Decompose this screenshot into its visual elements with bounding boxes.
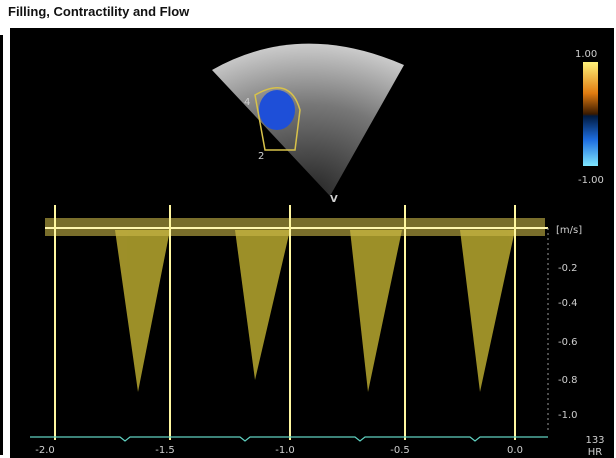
- time-tick: -0.5: [390, 445, 410, 456]
- velocity-tick: -0.8: [558, 375, 578, 386]
- page: Filling, Contractility and Flow 1.00 -1.…: [0, 0, 616, 458]
- scale-bottom: -1.00: [578, 175, 604, 186]
- echo-image: 1.00 -1.00 4 2 V [m/s] 133 HR -0.2 -0.4 -0…: [0, 0, 616, 458]
- time-tick: -2.0: [35, 445, 55, 456]
- velocity-tick: -1.0: [558, 410, 578, 421]
- sector-label: 2: [258, 151, 264, 162]
- velocity-tick: -0.2: [558, 263, 578, 274]
- scale-top: 1.00: [575, 49, 597, 60]
- time-tick: -1.5: [155, 445, 175, 456]
- hr-label: HR: [588, 447, 603, 458]
- sector-label: 4: [244, 97, 250, 108]
- marker: V: [330, 194, 338, 205]
- hr-value: 133: [585, 435, 604, 446]
- axis-unit: [m/s]: [556, 225, 582, 236]
- velocity-tick: -0.4: [558, 298, 578, 309]
- time-tick: 0.0: [507, 445, 523, 456]
- edge: [0, 35, 3, 455]
- velocity-tick: -0.6: [558, 337, 578, 348]
- color-flow: [259, 90, 295, 130]
- color-bar: [583, 62, 598, 166]
- time-tick: -1.0: [275, 445, 295, 456]
